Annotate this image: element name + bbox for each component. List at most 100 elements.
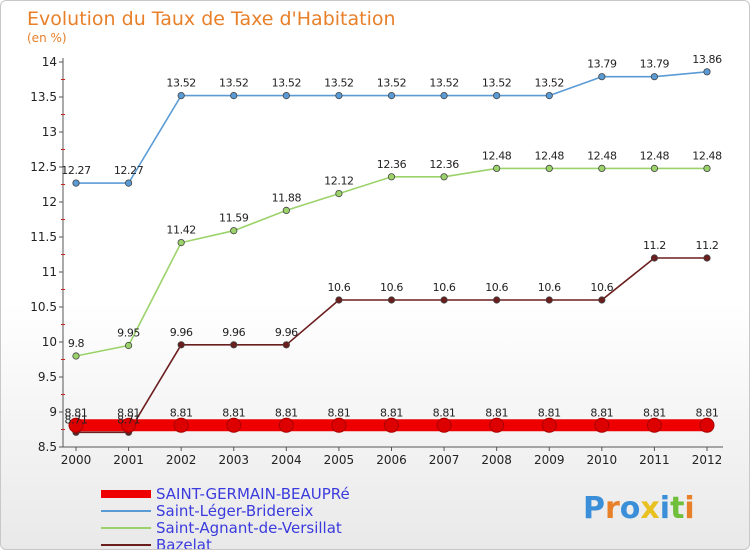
data-label-saint-agnant-de-versillat: 12.48 bbox=[640, 149, 670, 162]
series-lines bbox=[75, 71, 708, 434]
data-label-saint-l-ger-bridereix: 12.27 bbox=[61, 164, 91, 177]
data-point-saint-germain-beaupr bbox=[384, 417, 399, 433]
data-point-saint-agnant-de-versillat bbox=[177, 239, 185, 247]
y-tick-label: 13.5 bbox=[30, 90, 57, 104]
data-point-bazelat bbox=[493, 296, 501, 304]
data-label-bazelat: 9.96 bbox=[170, 326, 193, 339]
data-point-saint-germain-beaupr bbox=[278, 417, 294, 433]
data-point-saint-l-ger-bridereix bbox=[440, 92, 448, 100]
data-point-saint-l-ger-bridereix bbox=[493, 92, 501, 100]
data-point-saint-germain-beaupr bbox=[646, 417, 662, 433]
data-point-saint-l-ger-bridereix bbox=[650, 73, 659, 81]
data-label-bazelat: 10.6 bbox=[327, 281, 350, 294]
data-point-saint-agnant-de-versillat bbox=[230, 227, 238, 235]
data-point-bazelat bbox=[650, 254, 659, 262]
data-point-bazelat bbox=[440, 296, 448, 304]
data-point-saint-l-ger-bridereix bbox=[124, 179, 133, 187]
x-tick-label: 2007 bbox=[429, 453, 460, 467]
axes: 8.5 9 9.5 10 10.5 11 11.5 12 12.5 13 13.5 14 2000 200… bbox=[30, 55, 723, 467]
data-point-bazelat bbox=[545, 296, 553, 304]
data-label-saint-germain-beaupr: 8.81 bbox=[485, 406, 508, 419]
data-point-saint-agnant-de-versillat bbox=[282, 206, 290, 214]
data-point-saint-germain-beaupr bbox=[436, 417, 452, 433]
data-point-saint-agnant-de-versillat bbox=[545, 164, 553, 172]
series-points bbox=[68, 68, 715, 436]
data-label-bazelat: 10.6 bbox=[433, 281, 456, 294]
chart-subtitle: (en %) bbox=[27, 31, 67, 45]
data-label-saint-agnant-de-versillat: 11.88 bbox=[272, 191, 302, 204]
data-label-saint-l-ger-bridereix: 13.79 bbox=[587, 58, 617, 71]
data-label-saint-l-ger-bridereix: 13.52 bbox=[482, 77, 512, 90]
data-point-saint-l-ger-bridereix bbox=[282, 92, 290, 100]
data-point-saint-germain-beaupr bbox=[699, 417, 715, 433]
data-point-saint-l-ger-bridereix bbox=[545, 92, 553, 100]
data-label-bazelat: 9.96 bbox=[222, 326, 245, 339]
data-label-bazelat: 11.2 bbox=[643, 239, 666, 252]
x-tick-label: 2006 bbox=[376, 453, 407, 467]
data-label-saint-agnant-de-versillat: 12.36 bbox=[429, 158, 459, 171]
y-tick-label: 12.5 bbox=[30, 160, 57, 174]
data-label-saint-l-ger-bridereix: 13.52 bbox=[535, 77, 565, 90]
data-label-saint-agnant-de-versillat: 12.48 bbox=[692, 149, 722, 162]
data-label-saint-agnant-de-versillat: 12.48 bbox=[482, 149, 512, 162]
legend-label: SAINT-GERMAIN-BEAUPRé bbox=[156, 485, 350, 503]
data-point-saint-l-ger-bridereix bbox=[72, 179, 80, 187]
chart-title: Evolution du Taux de Taxe d'Habitation bbox=[27, 8, 396, 30]
legend: SAINT-GERMAIN-BEAUPRéSaint-Léger-Bridere… bbox=[101, 485, 350, 549]
data-label-bazelat: 9.96 bbox=[275, 326, 298, 339]
legend-label: Saint-Agnant-de-Versillat bbox=[156, 519, 342, 537]
data-label-saint-germain-beaupr: 8.81 bbox=[590, 406, 613, 419]
x-tick-label: 2011 bbox=[639, 453, 670, 467]
data-point-saint-agnant-de-versillat bbox=[387, 173, 396, 181]
data-point-saint-l-ger-bridereix bbox=[387, 92, 396, 100]
data-label-saint-germain-beaupr: 8.81 bbox=[696, 406, 719, 419]
y-tick-label: 8.5 bbox=[38, 440, 57, 454]
x-tick-label: 2008 bbox=[481, 453, 512, 467]
data-point-bazelat bbox=[230, 341, 238, 349]
data-point-bazelat bbox=[387, 296, 396, 304]
data-label-saint-agnant-de-versillat: 11.42 bbox=[166, 224, 196, 237]
data-label-bazelat: 11.2 bbox=[696, 239, 719, 252]
data-point-saint-l-ger-bridereix bbox=[598, 73, 606, 81]
data-label-saint-agnant-de-versillat: 11.59 bbox=[219, 212, 249, 225]
data-point-saint-germain-beaupr bbox=[68, 417, 84, 433]
data-label-saint-germain-beaupr: 8.81 bbox=[65, 406, 88, 419]
x-tick-label: 2005 bbox=[324, 453, 355, 467]
data-label-saint-agnant-de-versillat: 9.95 bbox=[117, 327, 140, 340]
data-point-saint-l-ger-bridereix bbox=[703, 68, 711, 76]
proxiti-logo: Proxiti bbox=[583, 491, 695, 526]
data-point-saint-l-ger-bridereix bbox=[335, 92, 343, 100]
data-label-saint-l-ger-bridereix: 12.27 bbox=[114, 164, 144, 177]
data-point-bazelat bbox=[177, 341, 185, 349]
x-tick-label: 2012 bbox=[692, 453, 723, 467]
data-label-bazelat: 10.6 bbox=[380, 281, 403, 294]
data-point-saint-agnant-de-versillat bbox=[493, 164, 501, 172]
data-label-bazelat: 10.6 bbox=[485, 281, 508, 294]
data-label-saint-l-ger-bridereix: 13.52 bbox=[219, 77, 249, 90]
x-tick-label: 2001 bbox=[113, 453, 144, 467]
y-tick-label: 10 bbox=[42, 335, 57, 349]
data-label-saint-germain-beaupr: 8.81 bbox=[117, 406, 140, 419]
y-tick-label: 9.5 bbox=[38, 370, 57, 384]
y-tick-label: 12 bbox=[42, 195, 57, 209]
data-label-saint-germain-beaupr: 8.81 bbox=[433, 406, 456, 419]
data-point-saint-germain-beaupr bbox=[226, 417, 242, 433]
data-point-saint-germain-beaupr bbox=[331, 417, 347, 433]
data-label-saint-agnant-de-versillat: 9.8 bbox=[68, 337, 85, 350]
series-labels: 12.27 12.27 13.52 13.52 13.52 13.52 13.52 13.52… bbox=[61, 53, 722, 426]
data-label-saint-germain-beaupr: 8.81 bbox=[327, 406, 350, 419]
data-label-saint-l-ger-bridereix: 13.52 bbox=[377, 77, 407, 90]
y-tick-label: 10.5 bbox=[30, 300, 57, 314]
data-label-saint-germain-beaupr: 8.81 bbox=[222, 406, 245, 419]
data-label-saint-agnant-de-versillat: 12.48 bbox=[535, 149, 565, 162]
data-label-saint-l-ger-bridereix: 13.86 bbox=[692, 53, 722, 66]
data-label-bazelat: 10.6 bbox=[538, 281, 561, 294]
data-label-saint-germain-beaupr: 8.81 bbox=[538, 406, 561, 419]
data-label-saint-l-ger-bridereix: 13.52 bbox=[272, 77, 302, 90]
x-tick-label: 2010 bbox=[587, 453, 618, 467]
x-tick-label: 2002 bbox=[166, 453, 197, 467]
data-label-saint-germain-beaupr: 8.81 bbox=[643, 406, 666, 419]
legend-label: Saint-Léger-Bridereix bbox=[156, 502, 313, 520]
data-point-saint-agnant-de-versillat bbox=[335, 190, 343, 198]
